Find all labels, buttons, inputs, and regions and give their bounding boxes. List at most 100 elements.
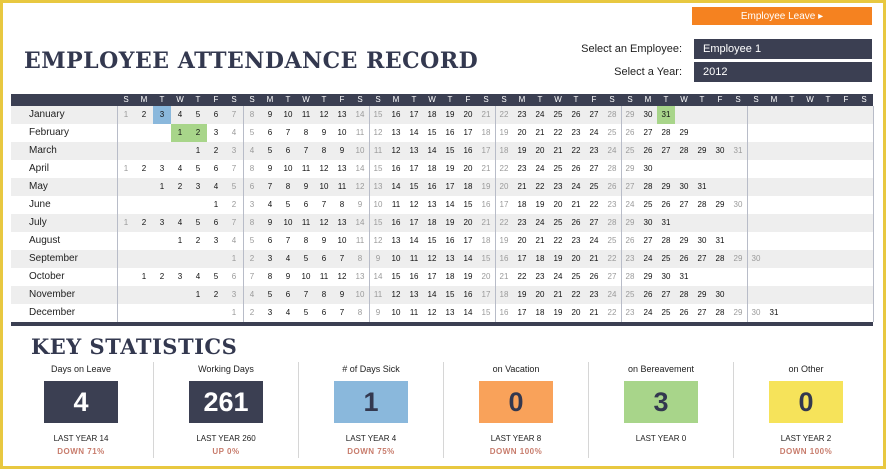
day-cell[interactable]: 2 <box>213 146 219 155</box>
day-cell[interactable]: 11 <box>301 164 311 173</box>
day-cell[interactable]: 28 <box>661 236 671 245</box>
day-cell[interactable]: 4 <box>177 218 183 227</box>
day-cell[interactable]: 14 <box>463 254 473 263</box>
day-cell[interactable]: 9 <box>339 146 345 155</box>
day-cell[interactable]: 12 <box>355 182 365 191</box>
day-cell[interactable]: 18 <box>445 272 455 281</box>
day-cell[interactable]: 3 <box>159 218 165 227</box>
day-cell[interactable]: 4 <box>285 308 291 317</box>
day-cell[interactable]: 16 <box>409 272 419 281</box>
day-cell[interactable]: 6 <box>249 182 255 191</box>
day-cell[interactable]: 4 <box>249 146 255 155</box>
employee-leave-button[interactable]: Employee Leave ▸ <box>692 7 872 25</box>
day-cell[interactable]: 21 <box>481 110 491 119</box>
day-cell[interactable]: 25 <box>553 164 563 173</box>
day-cell[interactable]: 7 <box>339 254 345 263</box>
day-cell[interactable]: 4 <box>177 110 183 119</box>
day-cell[interactable]: 9 <box>321 236 327 245</box>
day-cell[interactable]: 22 <box>499 218 509 227</box>
day-cell[interactable]: 28 <box>607 110 617 119</box>
day-cell[interactable]: 13 <box>355 272 365 281</box>
day-cell[interactable]: 19 <box>553 308 563 317</box>
day-cell[interactable]: 21 <box>589 308 599 317</box>
day-cell[interactable]: 9 <box>267 164 273 173</box>
day-cell[interactable]: 23 <box>517 110 527 119</box>
day-cell[interactable]: 15 <box>427 236 437 245</box>
day-cell[interactable]: 5 <box>195 218 201 227</box>
day-cell[interactable]: 1 <box>195 146 201 155</box>
day-cell[interactable]: 11 <box>301 110 311 119</box>
day-cell[interactable]: 11 <box>409 308 419 317</box>
day-cell[interactable]: 20 <box>463 218 473 227</box>
day-cell[interactable]: 25 <box>553 218 563 227</box>
day-cell[interactable]: 27 <box>589 164 599 173</box>
day-cell[interactable]: 15 <box>373 110 383 119</box>
day-cell[interactable]: 22 <box>553 128 563 137</box>
day-cell[interactable]: 19 <box>445 164 455 173</box>
day-cell[interactable]: 1 <box>123 164 129 173</box>
day-cell[interactable]: 25 <box>625 290 635 299</box>
day-cell[interactable]: 5 <box>267 146 273 155</box>
day-cell[interactable]: 29 <box>715 200 725 209</box>
day-cell[interactable]: 23 <box>553 182 563 191</box>
day-cell[interactable]: 25 <box>643 200 653 209</box>
day-cell[interactable]: 26 <box>589 272 599 281</box>
day-cell[interactable]: 20 <box>481 272 491 281</box>
day-cell[interactable]: 20 <box>517 128 527 137</box>
day-cell[interactable]: 1 <box>141 272 147 281</box>
day-cell[interactable]: 28 <box>607 218 617 227</box>
day-cell[interactable]: 18 <box>535 254 545 263</box>
day-cell[interactable]: 14 <box>355 218 365 227</box>
day-cell[interactable]: 11 <box>301 218 311 227</box>
day-cell[interactable]: 24 <box>553 272 563 281</box>
day-cell[interactable]: 11 <box>373 146 383 155</box>
day-cell[interactable]: 5 <box>195 110 201 119</box>
day-cell[interactable]: 19 <box>445 218 455 227</box>
day-cell[interactable]: 8 <box>339 200 345 209</box>
day-cell[interactable]: 25 <box>553 110 563 119</box>
day-cell[interactable]: 20 <box>463 164 473 173</box>
day-cell[interactable]: 13 <box>445 254 455 263</box>
day-cell[interactable]: 23 <box>589 146 599 155</box>
day-cell[interactable]: 24 <box>535 218 545 227</box>
day-cell[interactable]: 18 <box>481 236 491 245</box>
day-cell[interactable]: 29 <box>733 254 743 263</box>
day-cell[interactable]: 24 <box>607 146 617 155</box>
day-cell[interactable]: 19 <box>499 128 509 137</box>
day-cell[interactable]: 23 <box>571 128 581 137</box>
day-cell[interactable]: 12 <box>391 290 401 299</box>
day-cell[interactable]: 17 <box>517 308 527 317</box>
day-cell[interactable]: 5 <box>303 254 309 263</box>
day-cell[interactable]: 25 <box>571 272 581 281</box>
day-cell[interactable]: 6 <box>285 290 291 299</box>
day-cell[interactable]: 30 <box>751 308 761 317</box>
day-cell[interactable]: 17 <box>409 164 419 173</box>
day-cell[interactable]: 11 <box>355 236 365 245</box>
day-cell[interactable]: 12 <box>373 236 383 245</box>
day-cell[interactable]: 24 <box>535 164 545 173</box>
day-cell[interactable]: 17 <box>463 128 473 137</box>
day-cell[interactable]: 8 <box>249 164 255 173</box>
day-cell[interactable]: 16 <box>499 254 509 263</box>
day-cell[interactable]: 2 <box>249 254 255 263</box>
day-cell[interactable]: 22 <box>553 236 563 245</box>
day-cell[interactable]: 10 <box>283 164 293 173</box>
day-cell[interactable]: 13 <box>409 146 419 155</box>
day-cell[interactable]: 12 <box>373 128 383 137</box>
day-cell[interactable]: 1 <box>123 110 129 119</box>
day-cell[interactable]: 28 <box>607 164 617 173</box>
day-cell[interactable]: 12 <box>337 272 347 281</box>
day-cell[interactable]: 23 <box>535 272 545 281</box>
day-cell[interactable]: 3 <box>249 200 255 209</box>
day-cell[interactable]: 2 <box>195 236 201 245</box>
day-cell[interactable]: 9 <box>267 110 273 119</box>
day-cell[interactable]: 22 <box>499 110 509 119</box>
day-cell[interactable]: 29 <box>625 164 635 173</box>
day-cell[interactable]: 9 <box>321 128 327 137</box>
day-cell[interactable]: 28 <box>715 254 725 263</box>
day-cell[interactable]: 27 <box>697 308 707 317</box>
day-cell[interactable]: 5 <box>267 290 273 299</box>
day-cell[interactable]: 30 <box>679 182 689 191</box>
day-cell[interactable]: 5 <box>285 200 291 209</box>
day-cell[interactable]: 13 <box>337 218 347 227</box>
